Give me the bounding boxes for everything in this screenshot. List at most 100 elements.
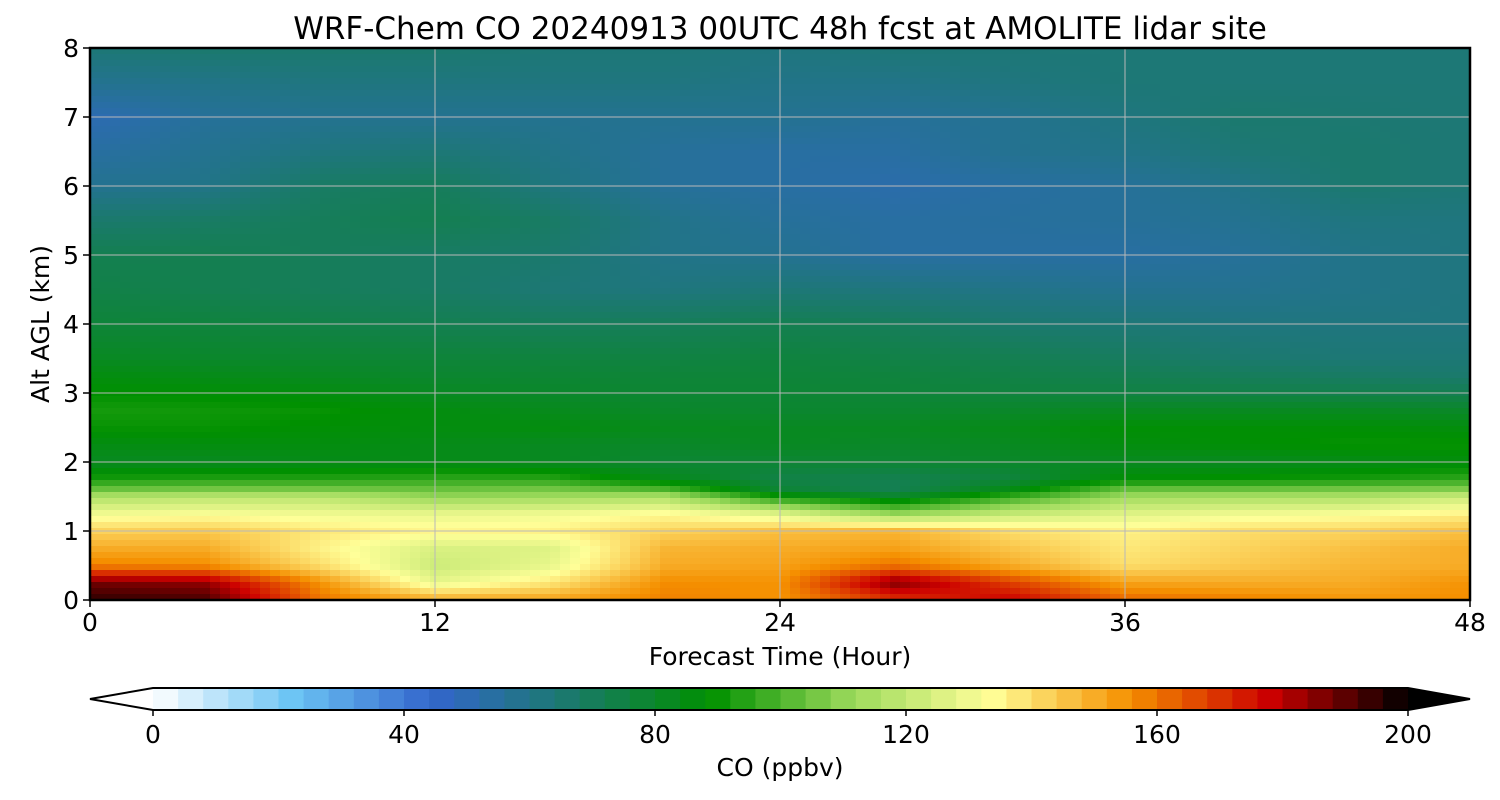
- heatmap-cell: [1380, 84, 1391, 91]
- heatmap-cell: [290, 90, 301, 97]
- heatmap-cell: [930, 48, 941, 55]
- heatmap-cell: [470, 228, 481, 235]
- heatmap-cell: [390, 216, 401, 223]
- heatmap-cell: [990, 138, 1001, 145]
- heatmap-cell: [1140, 180, 1151, 187]
- heatmap-cell: [850, 126, 861, 133]
- heatmap-cell: [660, 210, 671, 217]
- heatmap-cell: [740, 126, 751, 133]
- heatmap-cell: [120, 240, 131, 247]
- heatmap-cell: [640, 210, 651, 217]
- heatmap-cell: [980, 144, 991, 151]
- heatmap-cell: [1380, 72, 1391, 79]
- heatmap-cell: [940, 210, 951, 217]
- heatmap-cell: [250, 204, 261, 211]
- heatmap-cell: [330, 186, 341, 193]
- heatmap-cell: [850, 168, 861, 175]
- heatmap-cell: [1330, 72, 1341, 79]
- heatmap-cell: [1380, 192, 1391, 199]
- heatmap-cell: [520, 192, 531, 199]
- heatmap-cell: [1300, 228, 1311, 235]
- heatmap-cell: [650, 204, 661, 211]
- heatmap-cell: [890, 168, 901, 175]
- heatmap-cell: [1140, 168, 1151, 175]
- heatmap-cell: [470, 72, 481, 79]
- heatmap-cell: [1220, 258, 1231, 265]
- heatmap-cell: [770, 240, 781, 247]
- heatmap-cell: [220, 222, 231, 229]
- heatmap-cell: [900, 174, 911, 181]
- heatmap-cell: [1310, 174, 1321, 181]
- heatmap-cell: [1140, 96, 1151, 103]
- heatmap-cell: [150, 144, 161, 151]
- heatmap-cell: [540, 216, 551, 223]
- heatmap-cell: [1450, 156, 1461, 163]
- heatmap-cell: [1200, 246, 1211, 253]
- heatmap-cell: [720, 120, 731, 127]
- heatmap-cell: [470, 138, 481, 145]
- heatmap-cell: [1350, 216, 1361, 223]
- heatmap-cell: [480, 126, 491, 133]
- heatmap-cell: [1270, 126, 1281, 133]
- heatmap-cell: [1180, 198, 1191, 205]
- heatmap-cell: [1450, 204, 1461, 211]
- heatmap-cell: [1240, 216, 1251, 223]
- heatmap-cell: [370, 54, 381, 61]
- heatmap-cell: [310, 78, 321, 85]
- heatmap-cell: [1180, 240, 1191, 247]
- heatmap-cell: [140, 246, 151, 253]
- heatmap-cell: [880, 210, 891, 217]
- heatmap-cell: [1000, 84, 1011, 91]
- heatmap-cell: [360, 180, 371, 187]
- heatmap-cell: [1380, 96, 1391, 103]
- heatmap-cell: [780, 150, 791, 157]
- heatmap-cell: [1170, 84, 1181, 91]
- heatmap-cell: [790, 60, 801, 67]
- heatmap-cell: [1380, 60, 1391, 67]
- heatmap-cell: [1370, 246, 1381, 253]
- heatmap-cell: [820, 144, 831, 151]
- heatmap-cell: [280, 192, 291, 199]
- heatmap-cell: [590, 48, 601, 55]
- heatmap-cell: [970, 72, 981, 79]
- heatmap-cell: [730, 138, 741, 145]
- heatmap-cell: [1140, 132, 1151, 139]
- heatmap-cell: [1080, 186, 1091, 193]
- heatmap-cell: [490, 204, 501, 211]
- heatmap-cell: [1180, 186, 1191, 193]
- heatmap-cell: [390, 72, 401, 79]
- heatmap-cell: [480, 228, 491, 235]
- heatmap-cell: [1270, 240, 1281, 247]
- heatmap-cell: [530, 258, 541, 265]
- heatmap-cell: [1460, 144, 1471, 151]
- heatmap-cell: [290, 204, 301, 211]
- heatmap-cell: [640, 48, 651, 55]
- heatmap-cell: [500, 66, 511, 73]
- heatmap-cell: [1280, 120, 1291, 127]
- heatmap-cell: [860, 144, 871, 151]
- heatmap-cell: [420, 234, 431, 241]
- heatmap-cell: [730, 204, 741, 211]
- heatmap-cell: [1230, 192, 1241, 199]
- heatmap-cell: [850, 66, 861, 73]
- heatmap-cell: [1240, 240, 1251, 247]
- heatmap-cell: [960, 156, 971, 163]
- heatmap-cell: [1390, 216, 1401, 223]
- heatmap-cell: [730, 108, 741, 115]
- heatmap-cell: [1140, 84, 1151, 91]
- heatmap-cell: [1010, 204, 1021, 211]
- heatmap-cell: [280, 228, 291, 235]
- heatmap-cell: [830, 120, 841, 127]
- heatmap-cell: [1180, 102, 1191, 109]
- heatmap-cell: [1310, 72, 1321, 79]
- heatmap-cell: [1170, 108, 1181, 115]
- heatmap-cell: [1320, 180, 1331, 187]
- heatmap-cell: [590, 108, 601, 115]
- heatmap-cell: [90, 48, 101, 55]
- heatmap-cell: [520, 54, 531, 61]
- heatmap-cell: [220, 240, 231, 247]
- heatmap-cell: [1090, 186, 1101, 193]
- heatmap-cell: [1390, 78, 1401, 85]
- heatmap-cell: [170, 192, 181, 199]
- heatmap-cell: [1410, 102, 1421, 109]
